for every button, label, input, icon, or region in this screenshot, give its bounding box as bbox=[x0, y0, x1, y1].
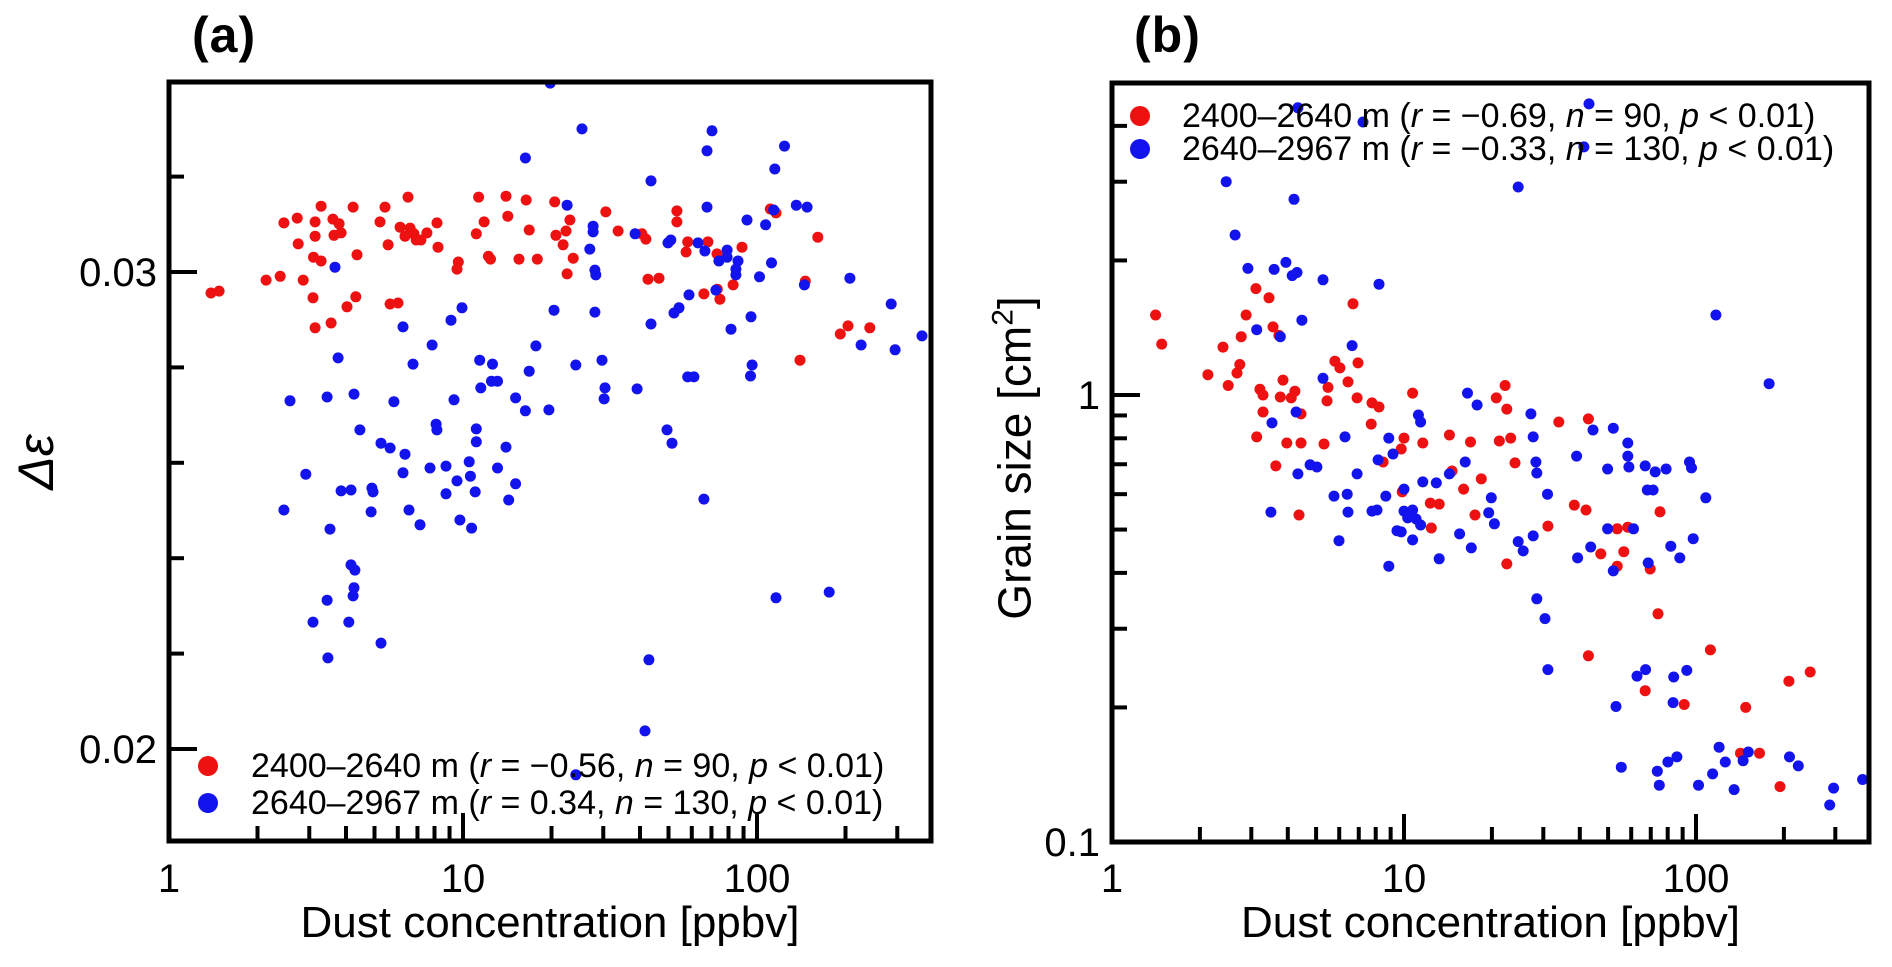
legend-item-label: 2400–2640 m (r = −0.56, n = 90, p < 0.01… bbox=[251, 747, 885, 785]
svg-text:100: 100 bbox=[1663, 857, 1730, 901]
svg-text:10: 10 bbox=[1382, 857, 1427, 901]
panel-a-x-axis-title: Dust concentration [ppbv] bbox=[300, 898, 800, 947]
panel-b-label: (b) bbox=[1134, 7, 1201, 63]
panel-a-y-axis-title: Δε bbox=[8, 434, 64, 490]
panel-b-y-axis-title: Grain size [cm2] bbox=[986, 296, 1041, 620]
legend-marker-dot bbox=[198, 756, 218, 776]
legend-marker-dot bbox=[198, 793, 218, 813]
svg-text:0.02: 0.02 bbox=[79, 728, 157, 772]
legend-item-label: 2640–2967 m (r = 0.34, n = 130, p < 0.01… bbox=[251, 784, 884, 822]
svg-text:0.1: 0.1 bbox=[1044, 821, 1100, 865]
legend-item-label: 2640–2967 m (r = −0.33, n = 130, p < 0.0… bbox=[1182, 130, 1835, 168]
legend-marker-dot bbox=[1130, 106, 1150, 126]
legend-marker-dot bbox=[1130, 139, 1150, 159]
svg-text:0.03: 0.03 bbox=[79, 251, 157, 295]
svg-text:10: 10 bbox=[441, 857, 486, 901]
panel-b-x-axis-title: Dust concentration [ppbv] bbox=[1241, 898, 1740, 947]
svg-text:100: 100 bbox=[724, 857, 791, 901]
legend-item-label: 2400–2640 m (r = −0.69, n = 90, p < 0.01… bbox=[1182, 97, 1816, 135]
svg-text:1: 1 bbox=[1078, 374, 1100, 418]
svg-text:1: 1 bbox=[1101, 857, 1123, 901]
panel-a-label: (a) bbox=[192, 7, 257, 63]
svg-text:1: 1 bbox=[158, 857, 180, 901]
